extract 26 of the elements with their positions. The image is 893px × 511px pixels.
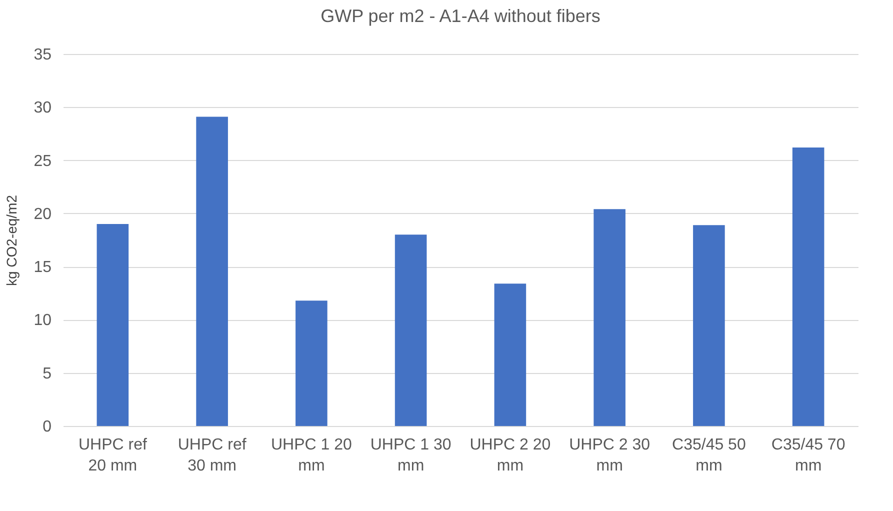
bar — [394, 234, 427, 426]
y-tick-label: 20 — [34, 206, 52, 223]
y-tick-label: 10 — [34, 312, 52, 330]
bar — [693, 225, 725, 426]
bar — [96, 224, 129, 426]
y-axis-title: kg CO2-eq/m2 — [4, 194, 20, 286]
chart-title: GWP per m2 - A1-A4 without fibers — [320, 6, 600, 26]
x-tick-label: C35/45 70 mm — [771, 436, 846, 474]
x-tick-label: UHPC ref 20 mm — [78, 436, 148, 474]
x-tick-label: UHPC ref 30 mm — [178, 436, 247, 474]
x-tick-label: UHPC 1 20 mm — [270, 436, 352, 474]
y-tick-label: 0 — [42, 418, 52, 436]
bar — [594, 209, 626, 426]
bar — [494, 284, 526, 426]
bar — [296, 300, 328, 426]
bar — [196, 116, 228, 426]
y-tick-label: 30 — [34, 100, 52, 117]
y-tick-label: 5 — [42, 365, 52, 382]
x-tick-label: UHPC 2 20 mm — [470, 436, 551, 474]
x-tick-label: UHPC 2 30 mm — [569, 436, 650, 474]
y-tick-label: 15 — [34, 259, 52, 276]
y-tick-label: 25 — [34, 152, 52, 170]
y-tick-label: 35 — [34, 46, 52, 64]
bar — [792, 148, 824, 426]
x-tick-label: UHPC 1 30 mm — [370, 436, 452, 474]
x-tick-label: C35/45 50 mm — [672, 436, 746, 474]
